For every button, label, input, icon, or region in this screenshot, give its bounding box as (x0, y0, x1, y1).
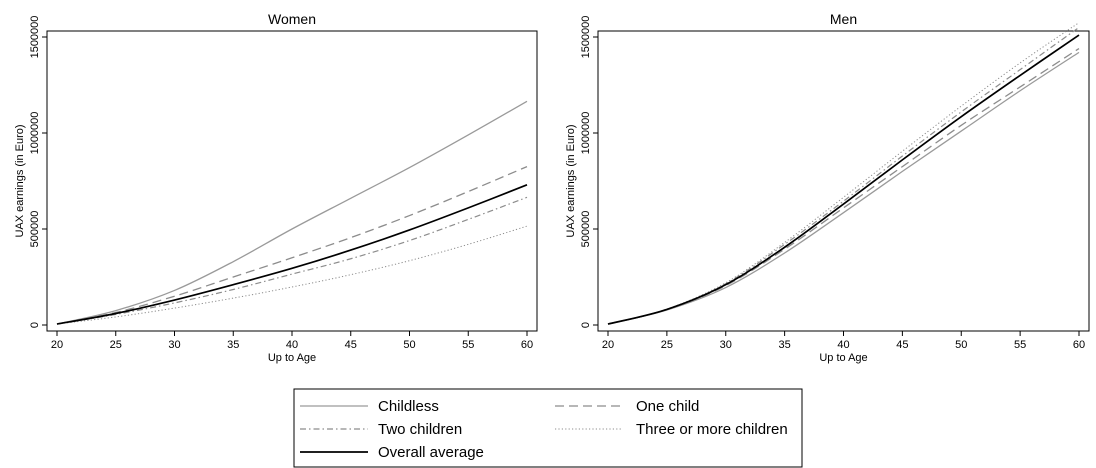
legend-label-one-child: One child (636, 398, 699, 415)
series-line-one-child (56, 166, 528, 325)
x-tick-label: 50 (403, 339, 415, 351)
series-line-two-children (607, 26, 1080, 325)
x-tick-label: 25 (110, 339, 122, 351)
y-tick-label: 0 (29, 322, 41, 328)
x-tick-label: 30 (168, 339, 180, 351)
plot-frame (597, 30, 1090, 332)
x-axis-label: Up to Age (268, 352, 316, 364)
x-tick-label: 60 (521, 339, 533, 351)
chart-title: Men (830, 11, 857, 27)
series-line-childless (56, 100, 528, 325)
x-tick-label: 20 (51, 339, 63, 351)
plot-frame (46, 30, 538, 332)
series-line-one-child (607, 47, 1080, 325)
x-tick-label: 45 (345, 339, 357, 351)
y-axis-label: UAX earnings (in Euro) (565, 124, 577, 237)
x-axis-label: Up to Age (819, 352, 867, 364)
x-tick-label: 20 (602, 339, 614, 351)
y-tick-label: 500000 (29, 211, 41, 248)
x-tick-label: 35 (227, 339, 239, 351)
legend-label-childless: Childless (378, 398, 439, 415)
legend-label-three-or-more-children: Three or more children (636, 421, 788, 438)
y-tick-label: 1500000 (580, 16, 592, 59)
x-tick-label: 55 (1014, 339, 1026, 351)
x-tick-label: 30 (720, 339, 732, 351)
x-tick-label: 40 (286, 339, 298, 351)
x-tick-label: 40 (837, 339, 849, 351)
x-tick-label: 60 (1073, 339, 1085, 351)
series-line-overall-average (56, 184, 528, 325)
x-tick-label: 45 (896, 339, 908, 351)
y-axis-label: UAX earnings (in Euro) (14, 124, 26, 237)
legend: Childless One child Two children Three or m… (293, 388, 803, 468)
chart-title: Women (268, 11, 316, 27)
x-tick-label: 50 (955, 339, 967, 351)
legend-label-two-children: Two children (378, 421, 462, 438)
y-tick-label: 1000000 (580, 112, 592, 155)
x-tick-label: 25 (661, 339, 673, 351)
y-tick-label: 0 (580, 322, 592, 328)
y-tick-label: 1000000 (29, 112, 41, 155)
series-line-three-or-more-children (607, 22, 1080, 325)
series-line-two-children (56, 196, 528, 325)
y-tick-label: 1500000 (29, 16, 41, 59)
series-line-three-or-more-children (56, 225, 528, 325)
series-line-childless (607, 51, 1080, 325)
chart-women: Women 20 25 30 35 40 45 50 55 60 0 500000 1000000 150… (14, 11, 538, 364)
x-tick-label: 35 (779, 339, 791, 351)
chart-men: Men 20 25 30 35 40 45 50 55 60 0 500000 1000000 15000… (565, 11, 1090, 364)
legend-box (293, 388, 803, 468)
y-tick-label: 500000 (580, 211, 592, 248)
x-tick-label: 55 (462, 339, 474, 351)
series-line-overall-average (607, 34, 1080, 325)
legend-label-overall-average: Overall average (378, 444, 484, 461)
